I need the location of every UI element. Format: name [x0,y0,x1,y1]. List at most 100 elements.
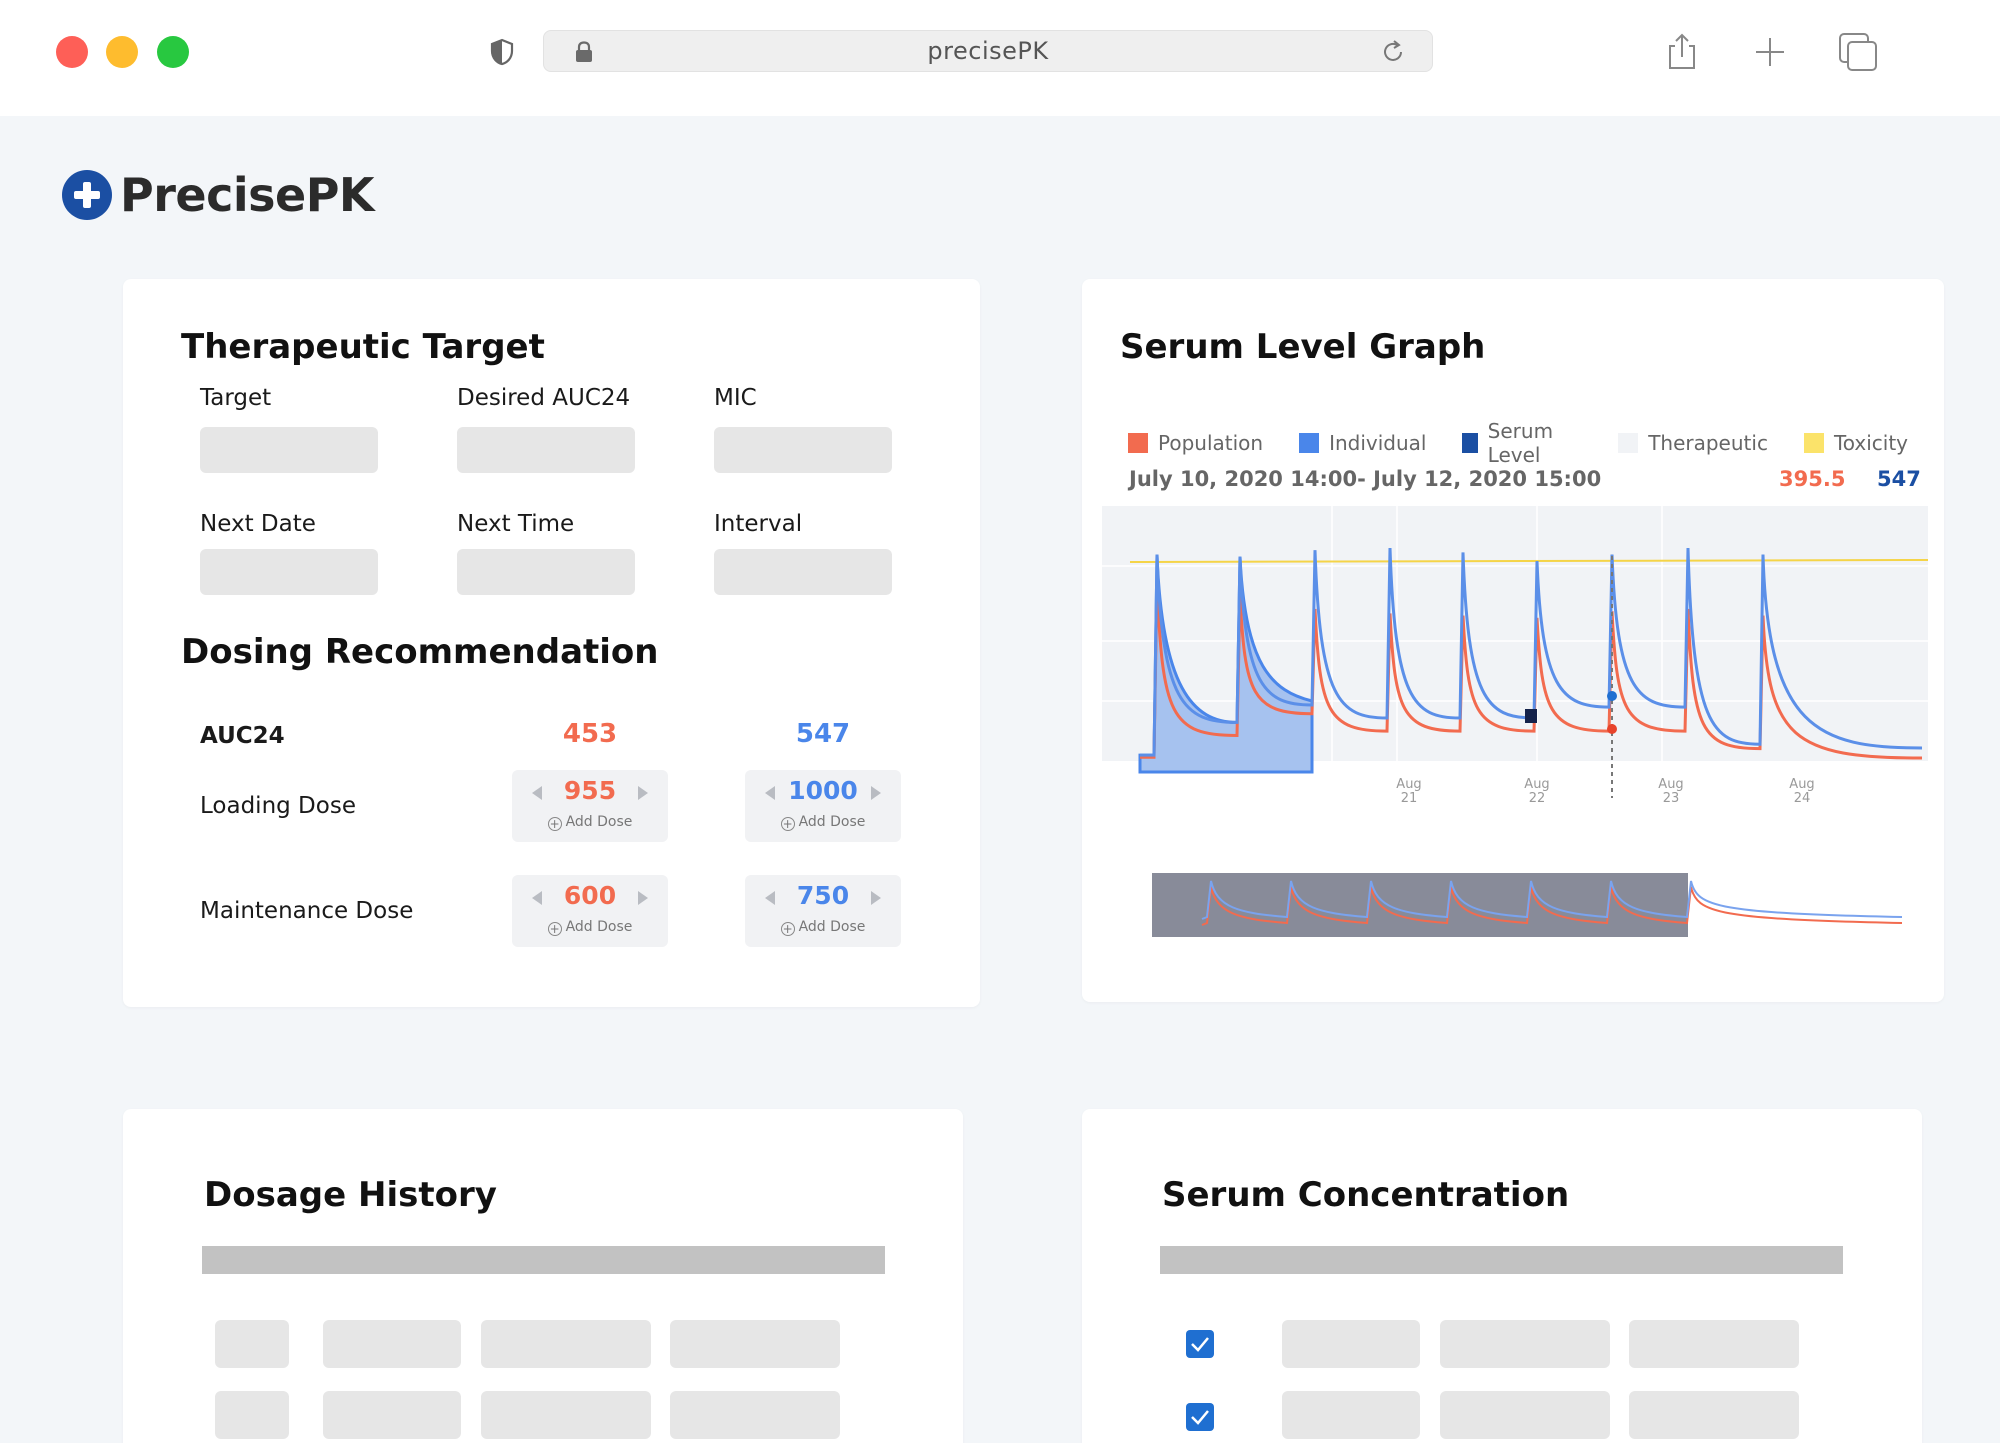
navigator-individual-line [1201,880,1902,920]
add-dose-button[interactable]: + Add Dose [547,814,633,831]
dosage-history-title: Dosage History [204,1175,497,1215]
serum-level-graph-title: Serum Level Graph [1120,327,1486,367]
new-tab-icon[interactable] [1750,32,1790,72]
loading-dose-label: Loading Dose [200,793,356,819]
desired-auc24-input[interactable] [457,427,635,473]
loading-dose-population-stepper[interactable]: 955 + Add Dose [512,770,668,842]
tab-overview-icon[interactable] [1838,32,1878,72]
auc24-population-value: 453 [562,719,618,749]
decrement-icon[interactable] [765,786,775,800]
legend-individual[interactable]: Individual [1299,419,1426,467]
x-tick-label: Aug [1658,777,1683,792]
population-series-line [1140,580,1923,760]
table-cell [670,1320,840,1368]
share-icon[interactable] [1662,32,1702,72]
x-tick-label: Aug [1789,777,1814,792]
x-tick-label: 23 [1663,791,1680,806]
graph-legend: Population Individual Serum Level Therap… [1128,419,1944,467]
serum-concentration-card: Serum Concentration [1082,1109,1922,1443]
target-input[interactable] [200,427,378,473]
decrement-icon[interactable] [532,891,542,905]
legend-toxicity[interactable]: Toxicity [1803,419,1908,467]
target-label: Target [200,385,272,411]
table-cell [670,1391,840,1439]
table-cell [323,1320,461,1368]
table-cell [1629,1320,1799,1368]
table-cell [215,1391,289,1439]
address-bar[interactable]: precisePK [543,30,1433,72]
add-circle-icon: + [547,817,562,831]
url-text: precisePK [927,37,1049,65]
next-date-label: Next Date [200,511,316,537]
x-tick-label: 22 [1529,791,1546,806]
table-cell [1629,1391,1799,1439]
minimize-window-button[interactable] [106,36,138,68]
serum-level-point [1525,709,1537,723]
maintenance-dose-label: Maintenance Dose [200,898,414,924]
close-window-button[interactable] [56,36,88,68]
next-time-input[interactable] [457,549,635,595]
interval-label: Interval [714,511,803,537]
increment-icon[interactable] [638,891,648,905]
loading-dose-individual-value: 1000 [788,776,858,805]
navigator-population-line [1201,886,1902,926]
dosage-history-card: Dosage History [123,1109,963,1443]
increment-icon[interactable] [871,786,881,800]
graph-date-range: July 10, 2020 14:00- July 12, 2020 15:00 [1129,467,1602,491]
app-name: PrecisePK [120,168,375,222]
table-cell [1440,1391,1610,1439]
mic-input[interactable] [714,427,892,473]
decrement-icon[interactable] [765,891,775,905]
row-checkbox[interactable] [1186,1330,1214,1358]
x-tick-label: Aug [1524,777,1549,792]
serum-concentration-table-header [1160,1246,1843,1274]
browser-toolbar: precisePK [0,0,2000,116]
row-checkbox[interactable] [1186,1403,1214,1431]
auc24-label: AUC24 [200,723,285,749]
add-dose-button[interactable]: + Add Dose [780,919,866,936]
legend-therapeutic[interactable]: Therapeutic [1618,419,1768,467]
add-circle-icon: + [780,922,795,936]
add-circle-icon: + [780,817,795,831]
plus-icon [62,170,112,220]
increment-icon[interactable] [638,786,648,800]
legend-population[interactable]: Population [1128,419,1263,467]
toxicity-line [1129,559,1929,563]
x-tick-label: Aug [1396,777,1421,792]
loading-dose-individual-stepper[interactable]: 1000 + Add Dose [745,770,901,842]
x-tick-label: 24 [1794,791,1811,806]
increment-icon[interactable] [871,891,881,905]
population-marker [1607,724,1617,734]
checkmark-icon [1191,1337,1209,1352]
graph-individual-value: 547 [1877,467,1921,491]
serum-level-graph-card: Serum Level Graph Population Individual … [1082,279,1944,1002]
maintenance-dose-individual-stepper[interactable]: 750 + Add Dose [745,875,901,947]
maintenance-dose-population-value: 600 [563,881,617,910]
table-cell [1282,1320,1420,1368]
interval-input[interactable] [714,549,892,595]
serum-concentration-title: Serum Concentration [1162,1175,1570,1215]
navigator-window [1152,873,1688,937]
desired-auc24-label: Desired AUC24 [457,385,631,411]
maintenance-dose-population-stepper[interactable]: 600 + Add Dose [512,875,668,947]
dosage-history-table-header [202,1246,885,1274]
dosing-recommendation-title: Dosing Recommendation [181,632,659,672]
add-dose-button[interactable]: + Add Dose [780,814,866,831]
table-cell [1282,1391,1420,1439]
table-cell [1440,1320,1610,1368]
timeline-navigator[interactable] [1152,873,1902,943]
legend-serum-level[interactable]: Serum Level [1462,419,1582,467]
table-cell [481,1391,651,1439]
next-date-input[interactable] [200,549,378,595]
maximize-window-button[interactable] [157,36,189,68]
decrement-icon[interactable] [532,786,542,800]
reload-icon[interactable] [1380,39,1406,65]
therapeutic-target-card: Therapeutic Target Target Desired AUC24 … [123,279,980,1007]
maintenance-dose-individual-value: 750 [796,881,850,910]
app-logo[interactable]: PrecisePK [62,168,375,222]
shield-icon[interactable] [490,38,514,66]
table-cell [323,1391,461,1439]
next-time-label: Next Time [457,511,575,537]
add-dose-button[interactable]: + Add Dose [547,919,633,936]
